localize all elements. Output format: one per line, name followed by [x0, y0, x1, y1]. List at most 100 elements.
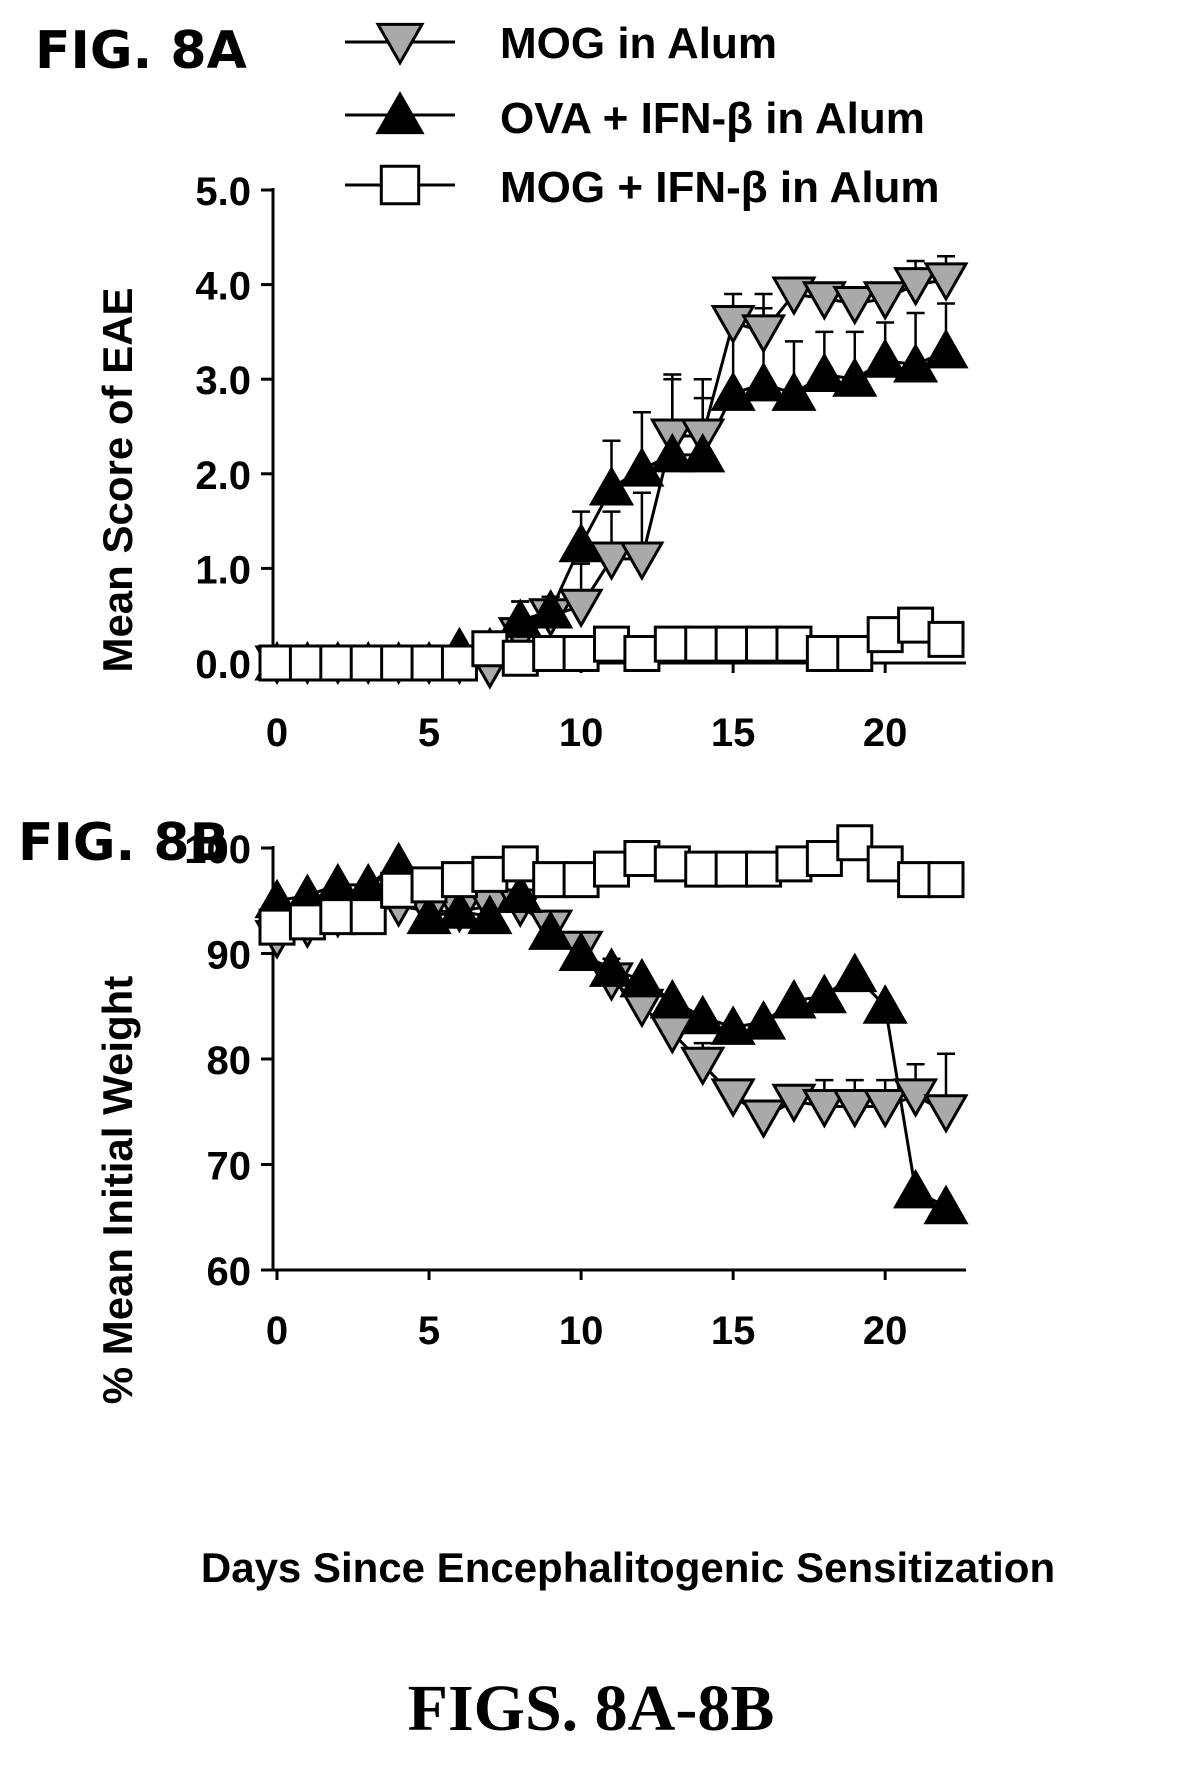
data-point-ova-ifn [862, 984, 908, 1024]
data-point-ova-ifn [649, 978, 695, 1019]
data-point-mog [740, 1099, 787, 1140]
data-point-mog-ifn [471, 630, 509, 668]
data-point-ova-ifn [588, 947, 635, 987]
plot-area-8b: 60 70 80 90 100 0 5 10 15 20 [184, 824, 969, 1353]
y-tick-label: 100 [184, 828, 251, 872]
y-tick-label: 60 [207, 1250, 252, 1294]
data-point-mog [801, 281, 847, 321]
data-point-mog-ifn [440, 861, 478, 899]
data-point-mog-ifn [471, 855, 509, 893]
data-point-mog-ifn [684, 850, 722, 888]
data-point-ova-ifn [832, 952, 878, 993]
x-tick-label: 5 [418, 711, 440, 755]
data-point-ova-ifn [619, 957, 665, 998]
data-point-mog [771, 1083, 817, 1124]
data-point-mog-ifn [897, 861, 935, 899]
ylabel-8a: Mean Score of EAE [94, 287, 141, 672]
data-point-ova-ifn [467, 894, 513, 935]
data-point-mog-ifn [653, 845, 691, 883]
y-tick-label: 1.0 [195, 548, 251, 592]
data-point-ova-ifn [528, 588, 574, 629]
data-point-mog-ifn [805, 840, 843, 878]
data-point-mog-ifn [927, 620, 965, 658]
data-point-mog [801, 1088, 847, 1129]
data-point-mog [893, 267, 939, 307]
series-line-ova-ifn [277, 349, 947, 665]
data-point-ova-ifn [558, 522, 604, 563]
legend-item-mog: MOG in Alum [345, 19, 777, 68]
data-point-ova-ifn [923, 1184, 969, 1225]
x-tick-label: 10 [559, 711, 604, 755]
data-point-mog-ifn [349, 644, 387, 682]
x-tick-label: 0 [266, 1309, 288, 1353]
data-point-ova-ifn [558, 931, 604, 971]
data-point-ova-ifn [680, 994, 726, 1035]
data-point-mog-ifn [532, 635, 570, 673]
data-point-ova-ifn [923, 328, 969, 369]
data-point-mog-ifn [258, 908, 296, 946]
data-point-ova-ifn [893, 1168, 939, 1209]
data-point-ova-ifn [862, 338, 908, 378]
data-point-ova-ifn [497, 873, 543, 913]
data-point-mog-ifn [927, 861, 965, 899]
data-point-mog-ifn [288, 644, 326, 682]
data-point-mog-ifn [866, 845, 904, 883]
data-point-ova-ifn [619, 447, 665, 487]
data-point-mog [740, 314, 787, 354]
data-point-mog-ifn [501, 845, 539, 883]
plot-area-8a: 0.0 1.0 2.0 3.0 4.0 5.0 0 5 10 15 20 [195, 170, 969, 755]
data-point-mog-ifn [653, 625, 691, 663]
panel-label-8b: FIG. 8B [18, 813, 229, 873]
data-point-ova-ifn [649, 432, 695, 473]
data-point-ova-ifn [528, 910, 574, 950]
data-point-mog-ifn [623, 635, 661, 673]
legend: MOG in Alum OVA + IFN-β in Alum MOG + IF… [345, 19, 940, 212]
y-tick-label: 3.0 [195, 359, 251, 403]
legend-marker-ova-ifn [375, 91, 425, 135]
data-point-mog-ifn [684, 625, 722, 663]
data-point-mog-ifn [775, 625, 813, 663]
data-point-mog [923, 1094, 969, 1134]
data-point-mog-ifn [501, 639, 539, 677]
y-tick-label: 0.0 [195, 643, 251, 687]
data-point-mog-ifn [562, 861, 600, 899]
data-point-mog-ifn [258, 644, 296, 682]
data-point-ova-ifn [801, 973, 847, 1014]
x-tick-label: 20 [863, 711, 908, 755]
y-tick-label: 5.0 [195, 170, 251, 214]
data-point-mog-ifn [805, 635, 843, 673]
x-tick-label: 20 [863, 1309, 908, 1353]
data-point-ova-ifn [893, 342, 939, 383]
data-point-ova-ifn [740, 1000, 787, 1040]
ylabel-8b: % Mean Initial Weight [94, 976, 141, 1405]
data-point-mog-ifn [745, 625, 783, 663]
data-point-mog-ifn [714, 850, 752, 888]
data-point-mog-ifn [866, 616, 904, 654]
data-point-mog-ifn [319, 644, 357, 682]
data-point-ova-ifn [436, 889, 483, 929]
data-point-mog [862, 1088, 908, 1129]
x-tick-label: 10 [559, 1309, 604, 1353]
x-tick-label: 15 [711, 711, 756, 755]
data-point-mog-ifn [593, 850, 630, 888]
data-point-mog [680, 1046, 726, 1087]
data-point-mog-ifn [623, 840, 661, 878]
x-tick-label: 5 [418, 1309, 440, 1353]
data-point-ova-ifn [771, 978, 817, 1019]
data-point-mog [923, 262, 969, 302]
legend-label-ova-ifn: OVA + IFN-β in Alum [500, 94, 925, 143]
legend-item-ova-ifn: OVA + IFN-β in Alum [345, 91, 925, 143]
y-tick-label: 80 [207, 1039, 252, 1083]
data-point-mog-ifn [288, 903, 326, 941]
data-point-ova-ifn [740, 361, 787, 402]
y-tick-label: 70 [207, 1145, 252, 1189]
data-point-mog-ifn [562, 635, 600, 673]
y-tick-label: 2.0 [195, 454, 251, 498]
data-point-mog [619, 541, 665, 581]
figure-caption: FIGS. 8A-8B [408, 1672, 775, 1745]
data-point-mog-ifn [532, 861, 570, 899]
data-point-mog-ifn [440, 644, 478, 682]
data-point-mog-ifn [410, 866, 448, 904]
data-point-mog [558, 588, 604, 629]
